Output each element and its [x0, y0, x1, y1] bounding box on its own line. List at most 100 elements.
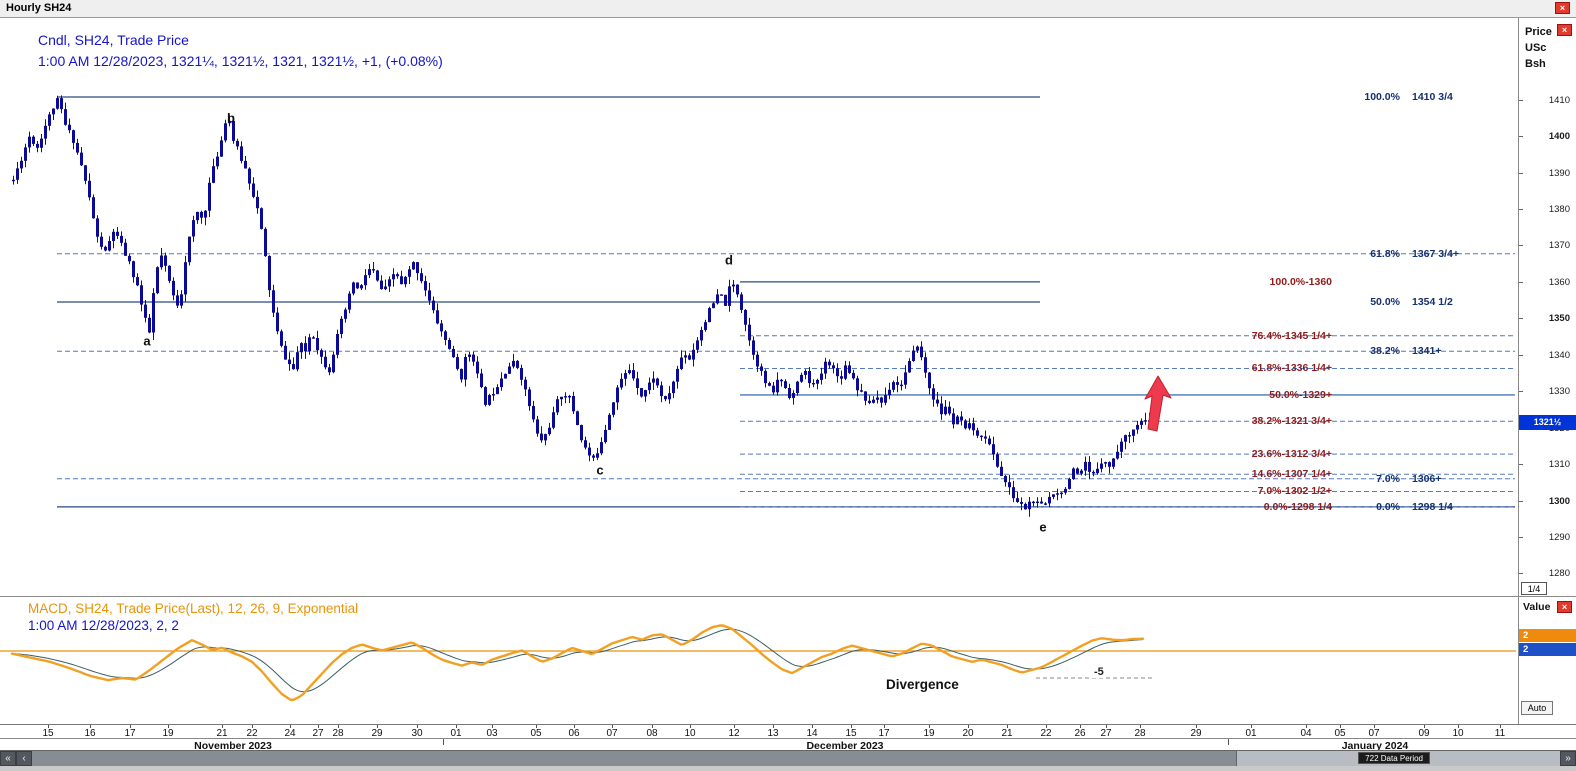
- scrollbar-thumb[interactable]: [32, 751, 1237, 766]
- date-tick: [536, 725, 537, 728]
- date-label: 11: [1494, 728, 1506, 739]
- price-tick-mark: [1519, 245, 1523, 246]
- date-label: 10: [1452, 728, 1464, 739]
- price-tick: 1300: [1548, 495, 1570, 507]
- date-tick: [1196, 725, 1197, 728]
- macd-value-axis: × Value 2 2 Auto: [1518, 596, 1576, 724]
- up-arrow: [1144, 375, 1172, 432]
- date-tick: [492, 725, 493, 728]
- fib-red-label: 100.0%-1360: [1269, 275, 1332, 288]
- data-period-label: 722 Data Period: [1358, 752, 1430, 764]
- date-tick: [48, 725, 49, 728]
- candles: [12, 95, 1151, 517]
- month-separator: [1228, 739, 1229, 745]
- axis-unit-usc: USc: [1525, 42, 1547, 54]
- scroll-left-button[interactable]: ‹: [16, 751, 32, 766]
- fib-red-label: 0.0%-1298 1/4: [1263, 500, 1332, 513]
- date-tick: [290, 725, 291, 728]
- time-axis[interactable]: 15 16 17 19 21 22 24 27 28 29 30 01 03 05 06 07 08 10 12 13…: [0, 724, 1576, 752]
- date-label: 13: [767, 728, 779, 739]
- date-label: 05: [1334, 728, 1346, 739]
- fib-blue-label: 100.0% 1410 3/4: [1364, 91, 1453, 103]
- date-label: 04: [1300, 728, 1312, 739]
- date-label: 27: [1100, 728, 1112, 739]
- date-tick: [1340, 725, 1341, 728]
- date-label: 27: [312, 728, 324, 739]
- date-label: 24: [284, 728, 296, 739]
- price-pane-close-button[interactable]: ×: [1557, 24, 1572, 36]
- date-tick: [1251, 725, 1252, 728]
- macd-panel[interactable]: MACD, SH24, Trade Price(Last), 12, 26, 9…: [0, 596, 1518, 725]
- auto-scale-button[interactable]: Auto: [1521, 701, 1553, 715]
- price-tick-mark: [1519, 318, 1523, 319]
- macd-legend: MACD, SH24, Trade Price(Last), 12, 26, 9…: [28, 601, 359, 616]
- date-tick: [456, 725, 457, 728]
- wave-label-d: d: [725, 252, 733, 268]
- fib-red-label: 23.6%-1312 3/4+: [1251, 448, 1332, 461]
- window-title: Hourly SH24: [6, 2, 72, 14]
- month-labels-row: November 2023 December 2023 January 2024: [0, 738, 1576, 752]
- date-tick: [338, 725, 339, 728]
- price-tick-mark: [1519, 464, 1523, 465]
- axis-unit-bsh: Bsh: [1525, 58, 1546, 70]
- date-tick: [690, 725, 691, 728]
- macd-pane-close-button[interactable]: ×: [1557, 601, 1572, 613]
- date-label: 15: [845, 728, 857, 739]
- date-label: 17: [124, 728, 136, 739]
- scroll-far-left-button[interactable]: «: [0, 751, 16, 766]
- macd-level-label: -5: [1092, 666, 1106, 678]
- date-label: 19: [162, 728, 174, 739]
- date-label: 28: [1134, 728, 1146, 739]
- fib-blue-label: 38.2% 1341+: [1370, 345, 1442, 358]
- macd-signal-line: [11, 628, 1144, 693]
- date-tick: [168, 725, 169, 728]
- date-label: 28: [332, 728, 344, 739]
- price-tick-mark: [1519, 100, 1523, 101]
- date-tick: [1458, 725, 1459, 728]
- price-axis[interactable]: × Price USc Bsh 128012901300131013201330…: [1518, 18, 1576, 596]
- date-tick: [1106, 725, 1107, 728]
- price-tick: 1280: [1548, 568, 1570, 580]
- price-tick: 1410: [1548, 94, 1570, 106]
- date-tick: [1374, 725, 1375, 728]
- date-label: 06: [568, 728, 580, 739]
- date-tick: [734, 725, 735, 728]
- horizontal-scrollbar[interactable]: « ‹ 722 Data Period »: [0, 750, 1576, 766]
- date-tick: [968, 725, 969, 728]
- date-label: 17: [878, 728, 890, 739]
- price-tick-mark: [1519, 282, 1523, 283]
- date-tick: [851, 725, 852, 728]
- date-label: 15: [42, 728, 54, 739]
- date-label: 20: [962, 728, 974, 739]
- month-separator: [443, 739, 444, 745]
- date-tick: [377, 725, 378, 728]
- date-tick: [252, 725, 253, 728]
- axis-unit-price: Price: [1525, 26, 1552, 38]
- month-label: November 2023: [194, 740, 272, 752]
- window-close-button[interactable]: ×: [1555, 2, 1570, 14]
- fib-red-label: 61.8%-1336 1/4+: [1251, 362, 1332, 375]
- fib-red-label: 14.6%-1307 1/4+: [1251, 468, 1332, 481]
- fib-red-label: 7.0%-1302 1/2+: [1257, 485, 1332, 498]
- price-tick-mark: [1519, 573, 1523, 574]
- date-tick: [1007, 725, 1008, 728]
- date-label: 29: [1190, 728, 1202, 739]
- price-tick: 1360: [1548, 276, 1570, 288]
- fib-red-label: 38.2%-1321 3/4+: [1251, 415, 1332, 428]
- month-label: December 2023: [806, 740, 884, 752]
- date-label: 03: [486, 728, 498, 739]
- date-label: 26: [1074, 728, 1086, 739]
- divergence-annotation: Divergence: [886, 677, 959, 692]
- price-tick: 1370: [1548, 240, 1570, 252]
- price-legend: Cndl, SH24, Trade Price 1:00 AM 12/28/20…: [38, 32, 443, 69]
- scroll-right-button[interactable]: »: [1560, 751, 1576, 766]
- price-chart-panel[interactable]: Cndl, SH24, Trade Price 1:00 AM 12/28/20…: [0, 18, 1518, 596]
- fib-blue-label: 61.8% 1367 3/4+: [1370, 247, 1460, 260]
- price-tick-mark: [1519, 501, 1523, 502]
- candlestick-svg: [12, 95, 1515, 517]
- price-tick-mark: [1519, 173, 1523, 174]
- price-tick: 1350: [1548, 313, 1570, 325]
- price-tick-labels: 1280129013001310132013301340135013601370…: [1519, 18, 1576, 596]
- date-label: 01: [1245, 728, 1257, 739]
- scrollbar-track[interactable]: 722 Data Period: [32, 751, 1560, 766]
